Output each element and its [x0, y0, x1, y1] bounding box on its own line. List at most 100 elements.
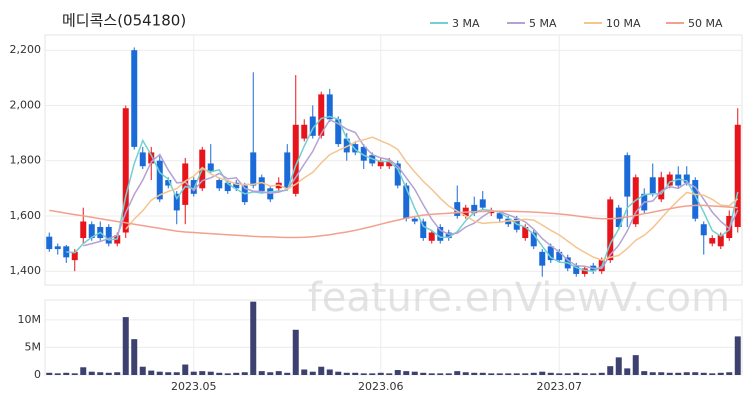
candle-body	[207, 163, 214, 172]
candle-body	[71, 251, 78, 261]
volume-bar	[148, 370, 155, 375]
volume-bar	[309, 371, 316, 375]
candle-body	[326, 94, 333, 120]
candle-body	[556, 251, 563, 261]
volume-bar	[131, 339, 138, 375]
volume-bar	[479, 372, 486, 375]
candle-body	[649, 177, 656, 194]
volume-bar	[88, 371, 95, 375]
candle-body	[547, 246, 554, 261]
candle-body	[428, 232, 435, 241]
volume-bar	[241, 372, 248, 375]
volume-bar	[139, 366, 146, 375]
volume-bar	[54, 373, 61, 375]
volume-bar	[496, 373, 503, 375]
candle-body	[437, 226, 444, 241]
volume-bar	[513, 373, 520, 375]
volume-bar	[488, 373, 495, 375]
volume-bar	[428, 373, 435, 375]
volume-bar	[649, 372, 656, 375]
candle-body	[675, 174, 682, 186]
candle-body	[309, 116, 316, 136]
volume-bar	[709, 373, 716, 375]
candle-body	[80, 221, 87, 239]
candle-body	[615, 207, 622, 227]
candle-body	[479, 199, 486, 208]
volume-bar	[199, 371, 206, 375]
candle-body	[522, 226, 529, 239]
volume-bar	[607, 366, 614, 375]
candle-body	[156, 160, 163, 200]
volume-bar	[675, 372, 682, 375]
volume-bar	[267, 372, 274, 375]
candle-body	[624, 155, 631, 197]
ma-line	[49, 204, 738, 239]
volume-bar	[258, 371, 265, 375]
legend-label: 50 MA	[688, 17, 723, 30]
legend-label: 3 MA	[452, 17, 480, 30]
candle-body	[581, 268, 588, 274]
volume-bar	[462, 372, 469, 375]
volume-bar	[173, 372, 180, 375]
volume-bar	[683, 372, 690, 375]
volume-bar	[326, 369, 333, 375]
volume-bar	[250, 301, 257, 375]
candle-body	[105, 226, 112, 244]
volume-bar	[692, 372, 699, 375]
candle-body	[386, 160, 393, 167]
volume-bar	[726, 372, 733, 375]
volume-bar	[573, 372, 580, 375]
volume-bar	[335, 371, 342, 375]
volume-bar	[658, 372, 665, 375]
ma-line	[83, 118, 739, 270]
volume-bar	[292, 329, 299, 375]
candle-body	[454, 202, 461, 216]
x-tick-label: 2023.06	[358, 380, 404, 393]
volume-bar	[445, 373, 452, 375]
candle-body	[343, 138, 350, 153]
ma-line	[66, 115, 739, 272]
volume-bar	[46, 372, 53, 375]
volume-bar	[352, 372, 359, 375]
volume-bar	[624, 368, 631, 375]
candle-body	[692, 180, 699, 219]
candle-body	[445, 232, 452, 239]
candle-body	[700, 224, 707, 236]
chart-title: 메디콕스(054180)	[62, 12, 186, 30]
candle-body	[131, 50, 138, 147]
candle-body	[54, 246, 61, 250]
volume-bar	[63, 372, 70, 375]
candle-body	[360, 146, 367, 161]
y-tick-label: 2,000	[10, 98, 42, 111]
volume-bar	[505, 373, 512, 375]
volume-bar	[318, 366, 325, 375]
volume-bar	[224, 373, 231, 375]
volume-bar	[275, 371, 282, 375]
candle-body	[471, 204, 478, 214]
candle-body	[496, 213, 503, 219]
candle-body	[394, 163, 401, 186]
y-tick-label: 1,400	[10, 264, 42, 277]
candle-body	[224, 182, 231, 192]
volume-bar	[547, 372, 554, 375]
candle-body	[46, 236, 53, 250]
volume-bar	[641, 371, 648, 375]
volume-bar	[530, 372, 537, 375]
y-tick-label: 10M	[18, 313, 42, 326]
candle-body	[658, 177, 665, 200]
volume-bar	[122, 317, 129, 375]
candle-body	[284, 152, 291, 189]
volume-bar	[556, 373, 563, 375]
volume-bar	[734, 336, 741, 375]
volume-bar	[581, 373, 588, 375]
candle-body	[335, 119, 342, 145]
volume-bar	[522, 373, 529, 375]
volume-bar	[216, 372, 223, 375]
candle-body	[607, 199, 614, 261]
volume-bar	[539, 371, 546, 375]
candle-body	[292, 124, 299, 194]
volume-bar	[454, 371, 461, 375]
legend-label: 5 MA	[529, 17, 557, 30]
volume-bar	[717, 372, 724, 375]
